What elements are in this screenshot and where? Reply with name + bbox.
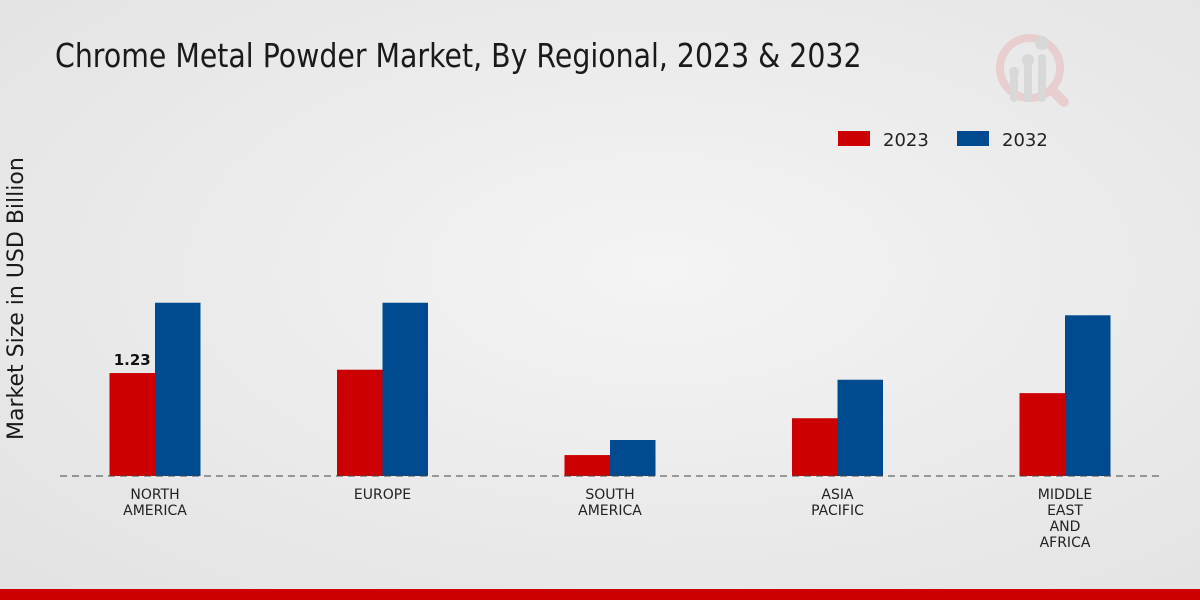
x-tick-label: AMERICA — [578, 503, 642, 519]
bar-2023-0 — [109, 373, 155, 476]
legend-swatch-2023 — [838, 131, 870, 146]
x-tick-label: NORTH — [130, 487, 179, 503]
bar-2032-4 — [1065, 315, 1111, 476]
bar-2023-1 — [337, 369, 383, 476]
bar-2032-3 — [837, 379, 883, 476]
bar-2023-2 — [564, 455, 610, 476]
bar-2023-3 — [792, 418, 838, 476]
x-tick-label: AMERICA — [123, 503, 187, 519]
bar-2032-1 — [382, 302, 428, 476]
x-tick-label: EUROPE — [354, 487, 411, 503]
x-tick-label: AND — [1050, 519, 1081, 535]
bar-2032-2 — [610, 440, 656, 476]
chart-title: Chrome Metal Powder Market, By Regional,… — [55, 36, 862, 75]
data-label: 1.23 — [114, 351, 151, 369]
legend-swatch-2032 — [957, 131, 989, 146]
x-tick-label: PACIFIC — [811, 503, 864, 519]
bar-2023-4 — [1019, 393, 1065, 476]
x-tick-label: SOUTH — [585, 487, 634, 503]
x-tick-label: AFRICA — [1040, 535, 1091, 551]
x-tick-label: ASIA — [821, 487, 854, 503]
x-tick-label: EAST — [1047, 503, 1083, 519]
x-tick-label: MIDDLE — [1038, 487, 1092, 503]
legend-label-2032: 2032 — [1002, 130, 1048, 151]
legend-label-2023: 2023 — [883, 130, 929, 151]
footer-bar — [0, 589, 1200, 600]
bar-2032-0 — [155, 302, 201, 476]
